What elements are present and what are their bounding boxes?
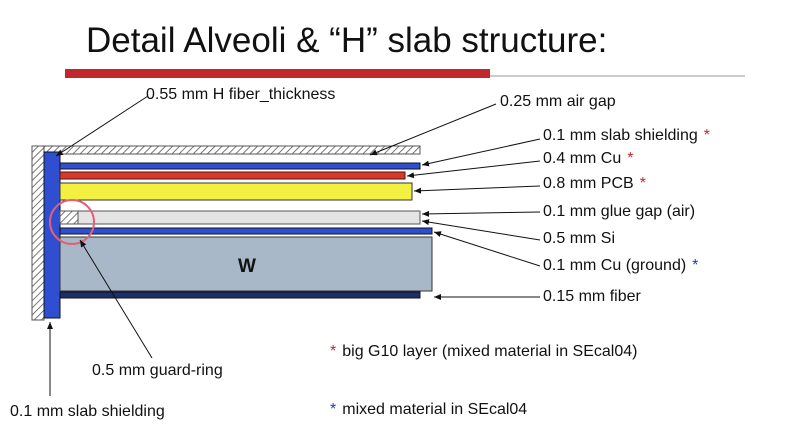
layer-fiber [59,291,421,299]
label: 0.5 mm Si [543,230,615,247]
side-shield [31,145,45,321]
tungsten [59,236,433,292]
note: * big G10 layer (mixed material in SEcal0… [330,343,637,360]
note-text: big G10 layer (mixed material in SEcal04… [342,343,637,360]
layer-cu [59,171,406,180]
h-fiber [43,151,61,319]
label-text: 0.1 mm glue gap (air) [543,203,695,220]
core-label: W [238,256,256,277]
note: * mixed material in SEcal04 [330,401,527,418]
label: 0.1 mm glue gap (air) [543,203,695,220]
label: 0.8 mm PCB * [543,175,646,192]
marker: * [640,175,646,192]
top-shield [31,145,421,155]
label-text: 0.15 mm fiber [543,288,641,305]
bottom-label: 0.1 mm slab shielding [10,403,165,420]
top-label: 0.25 mm air gap [500,93,616,110]
layer-labels: 0.1 mm slab shielding *0.4 mm Cu *0.8 mm P… [543,127,710,305]
leaders [47,95,541,396]
layer-pcb [59,182,413,201]
title: Detail Alveoli & “H” slab structure: [86,21,607,60]
marker: * [330,343,336,360]
marker: * [627,150,633,167]
marker: * [330,401,336,418]
label: 0.4 mm Cu * [543,150,633,167]
label-text: 0.1 mm slab shielding [543,127,698,144]
title-bar [65,69,490,78]
top-label: 0.55 mm H fiber_thickness [146,86,335,103]
label: 0.1 mm slab shielding * [543,127,710,144]
layer-shield [59,162,421,170]
label-text: 0.5 mm Si [543,230,615,247]
label: 0.15 mm fiber [543,288,641,305]
label-text: 0.8 mm PCB [543,175,634,192]
note-text: mixed material in SEcal04 [342,401,527,418]
notes: * big G10 layer (mixed material in SEcal0… [330,343,637,418]
label: 0.1 mm Cu (ground) * [543,257,698,274]
layer-cu-ground [59,227,433,235]
layer-si [59,210,421,225]
highlight-circle [49,199,95,245]
label-text: 0.1 mm Cu (ground) [543,257,686,274]
label-text: 0.4 mm Cu [543,150,621,167]
marker: * [692,257,698,274]
bottom-label: 0.5 mm guard-ring [92,362,223,379]
marker: * [704,127,710,144]
guard-ring [59,210,79,225]
